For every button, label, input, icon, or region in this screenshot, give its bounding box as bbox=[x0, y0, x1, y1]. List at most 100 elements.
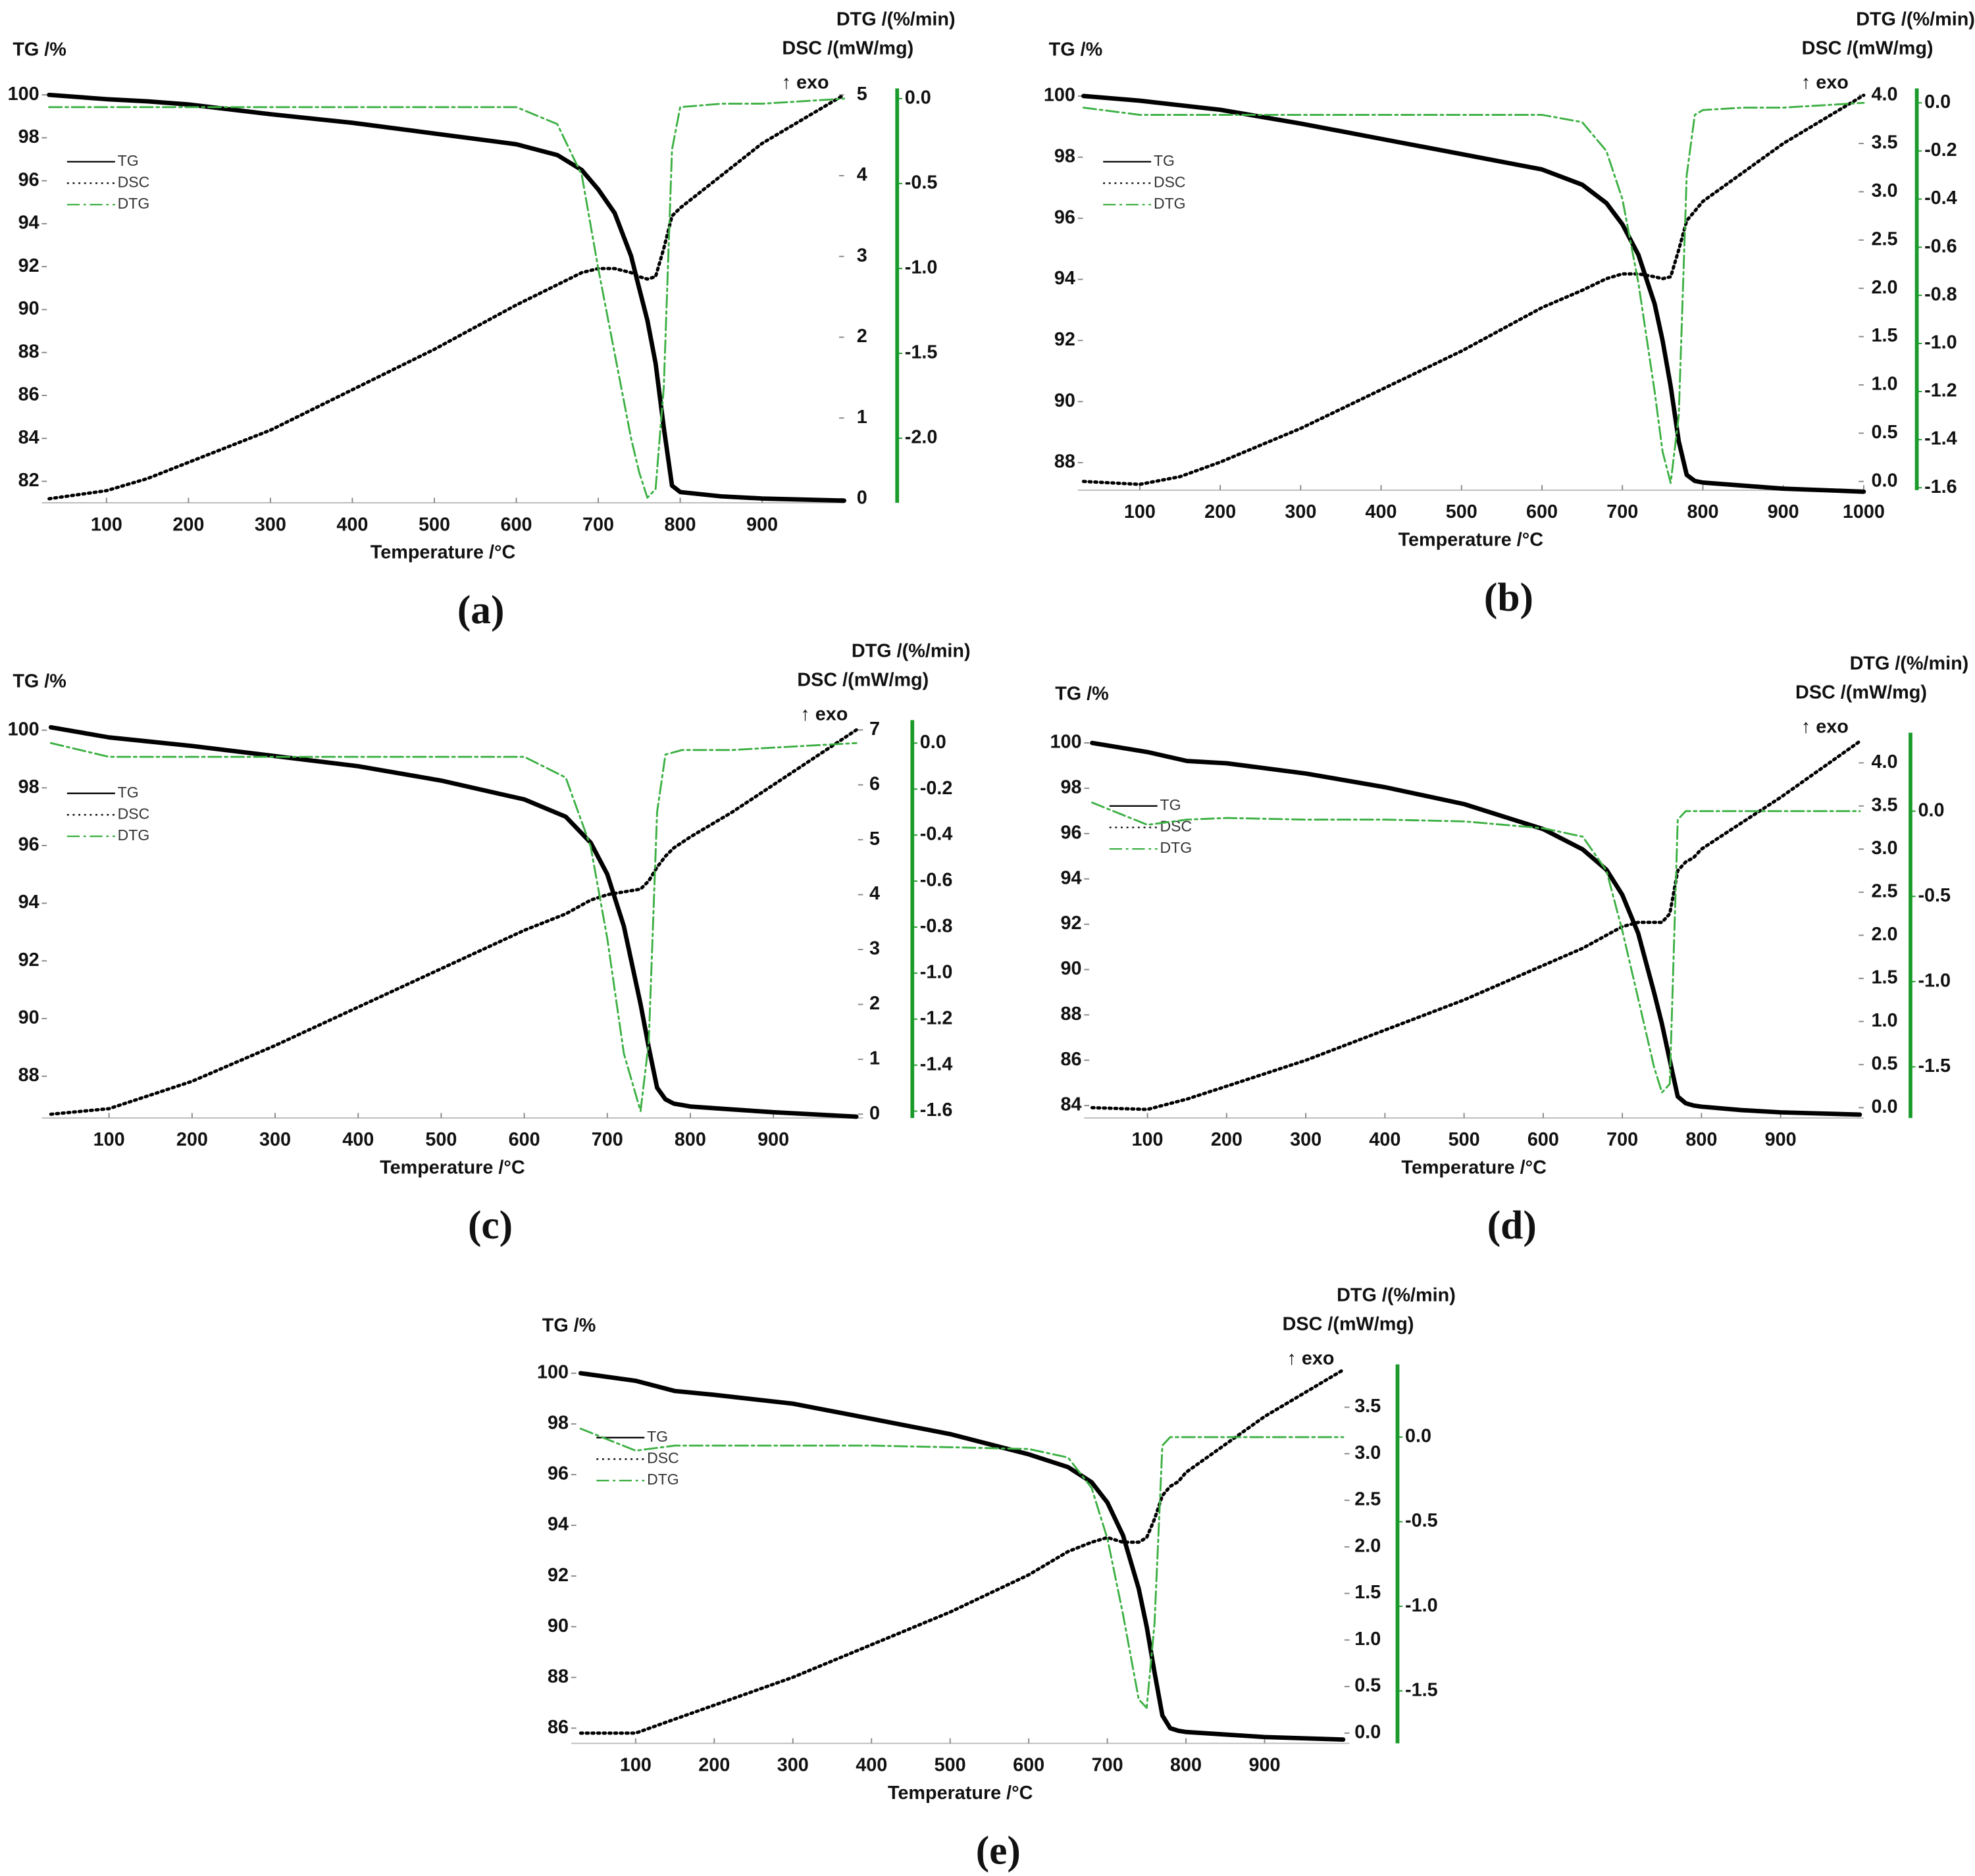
y2-tick-label: 2 bbox=[857, 326, 867, 347]
y2-tick-label: 0.0 bbox=[1871, 1096, 1897, 1117]
x-tick-label: 800 bbox=[665, 514, 696, 535]
y-tick-label: 86 bbox=[18, 384, 39, 405]
panel-label: (c) bbox=[468, 1203, 513, 1248]
x-tick-label: 300 bbox=[777, 1755, 809, 1776]
y-tick-label: 92 bbox=[548, 1565, 569, 1586]
x-tick-label: 100 bbox=[620, 1755, 652, 1776]
x-tick-label: 700 bbox=[582, 514, 614, 535]
y2-tick-label: 1.5 bbox=[1871, 967, 1897, 988]
y-tick-label: 98 bbox=[548, 1413, 569, 1434]
y3-tick-label: -1.6 bbox=[920, 1100, 953, 1121]
y-tick-label: 96 bbox=[1061, 822, 1082, 843]
y-tick-label: 98 bbox=[18, 126, 39, 147]
series-line bbox=[578, 1368, 1345, 1735]
legend-label: DSC bbox=[118, 805, 150, 822]
y-tick-label: 100 bbox=[1050, 732, 1081, 753]
y3-tick-label: -0.4 bbox=[920, 824, 953, 845]
x-tick-label: 800 bbox=[675, 1129, 706, 1150]
y2-axis-title: DSC /(mW/mg) bbox=[782, 38, 913, 59]
x-tick-label: 300 bbox=[259, 1129, 291, 1150]
y3-tick-label: -1.0 bbox=[920, 961, 953, 982]
x-tick-label: 1000 bbox=[1843, 501, 1885, 522]
legend-label: TG bbox=[1154, 152, 1175, 169]
x-tick-label: 900 bbox=[1765, 1129, 1797, 1150]
y2-tick-label: 3.5 bbox=[1871, 794, 1897, 815]
x-tick-label: 500 bbox=[1446, 501, 1477, 522]
y2-tick-label: 4 bbox=[869, 883, 880, 904]
y2-tick-label: 0 bbox=[857, 488, 867, 509]
y3-tick-label: 0.0 bbox=[1924, 91, 1951, 113]
y-tick-label: 88 bbox=[18, 1065, 39, 1086]
y-tick-label: 92 bbox=[18, 255, 39, 276]
y-axis-title: TG /% bbox=[13, 671, 66, 692]
y-axis-title: TG /% bbox=[1049, 39, 1103, 60]
x-tick-label: 300 bbox=[255, 514, 286, 535]
x-axis-title: Temperature /°C bbox=[1401, 1157, 1547, 1178]
y-tick-label: 90 bbox=[548, 1615, 569, 1636]
legend-label: TG bbox=[118, 784, 139, 801]
x-tick-label: 600 bbox=[1527, 1129, 1559, 1150]
x-axis-title: Temperature /°C bbox=[371, 542, 516, 563]
x-tick-label: 600 bbox=[1013, 1755, 1044, 1776]
y2-tick-label: 2.0 bbox=[1871, 924, 1897, 945]
y3-tick-label: -1.0 bbox=[1918, 970, 1951, 991]
x-tick-label: 500 bbox=[419, 514, 450, 535]
x-tick-label: 800 bbox=[1685, 1129, 1717, 1150]
y2-tick-label: 6 bbox=[869, 773, 880, 794]
x-tick-label: 500 bbox=[425, 1129, 457, 1150]
y-tick-label: 100 bbox=[1044, 85, 1075, 106]
legend-label: DTG bbox=[118, 826, 150, 844]
y-tick-label: 86 bbox=[548, 1717, 569, 1738]
y-tick-label: 92 bbox=[1054, 329, 1075, 350]
y2-tick-label: 2.5 bbox=[1871, 880, 1897, 901]
y-tick-label: 94 bbox=[18, 213, 39, 234]
y2-tick-label: 0.5 bbox=[1354, 1675, 1381, 1696]
y2-tick-label: 0.5 bbox=[1871, 422, 1897, 443]
y2-tick-label: 0.0 bbox=[1871, 470, 1897, 491]
y-tick-label: 100 bbox=[8, 719, 39, 740]
y2-tick-label: 4 bbox=[857, 165, 867, 186]
y-axis-title: TG /% bbox=[542, 1315, 596, 1336]
y2-tick-label: 5 bbox=[869, 828, 880, 849]
y-tick-label: 100 bbox=[8, 84, 39, 105]
y2-tick-label: 1.5 bbox=[1871, 325, 1897, 346]
y-tick-label: 98 bbox=[18, 776, 39, 798]
y3-tick-label: -0.5 bbox=[1405, 1510, 1438, 1531]
y2-tick-label: 2.5 bbox=[1354, 1489, 1381, 1510]
x-tick-label: 300 bbox=[1285, 501, 1316, 522]
annotation: ↑ exo bbox=[1287, 1348, 1335, 1369]
y2-tick-label: 0.5 bbox=[1871, 1053, 1897, 1074]
y3-tick-label: -0.4 bbox=[1924, 188, 1957, 209]
x-axis-title: Temperature /°C bbox=[1398, 529, 1544, 550]
x-tick-label: 400 bbox=[1369, 1129, 1400, 1150]
y3-tick-label: -0.2 bbox=[920, 778, 953, 799]
x-tick-label: 400 bbox=[342, 1129, 374, 1150]
legend-label: DSC bbox=[647, 1450, 679, 1467]
y-tick-label: 82 bbox=[18, 470, 39, 491]
y2-tick-label: 3.0 bbox=[1354, 1442, 1381, 1463]
series-line bbox=[1091, 801, 1861, 1094]
annotation: ↑ exo bbox=[782, 72, 829, 93]
series-line bbox=[47, 93, 846, 501]
x-tick-label: 200 bbox=[1204, 501, 1236, 522]
x-axis-title: Temperature /°C bbox=[888, 1783, 1033, 1804]
y3-tick-label: -1.6 bbox=[1924, 476, 1957, 497]
series-line bbox=[1090, 740, 1862, 1111]
y-tick-label: 94 bbox=[548, 1514, 569, 1535]
legend-label: DTG bbox=[1160, 839, 1193, 856]
x-tick-label: 100 bbox=[91, 514, 122, 535]
y2-tick-label: 3.5 bbox=[1354, 1396, 1381, 1417]
y3-tick-label: -1.4 bbox=[920, 1053, 953, 1075]
legend-label: DTG bbox=[647, 1471, 679, 1488]
x-tick-label: 600 bbox=[500, 514, 532, 535]
y-tick-label: 84 bbox=[1061, 1094, 1082, 1115]
y-tick-label: 96 bbox=[1054, 207, 1075, 228]
x-tick-label: 200 bbox=[176, 1129, 208, 1150]
panel-label: (a) bbox=[457, 588, 505, 632]
x-tick-label: 300 bbox=[1290, 1129, 1321, 1150]
legend-label: DSC bbox=[1154, 173, 1186, 190]
y3-tick-label: -1.2 bbox=[1924, 380, 1957, 401]
y2-tick-label: 2.5 bbox=[1871, 228, 1897, 249]
